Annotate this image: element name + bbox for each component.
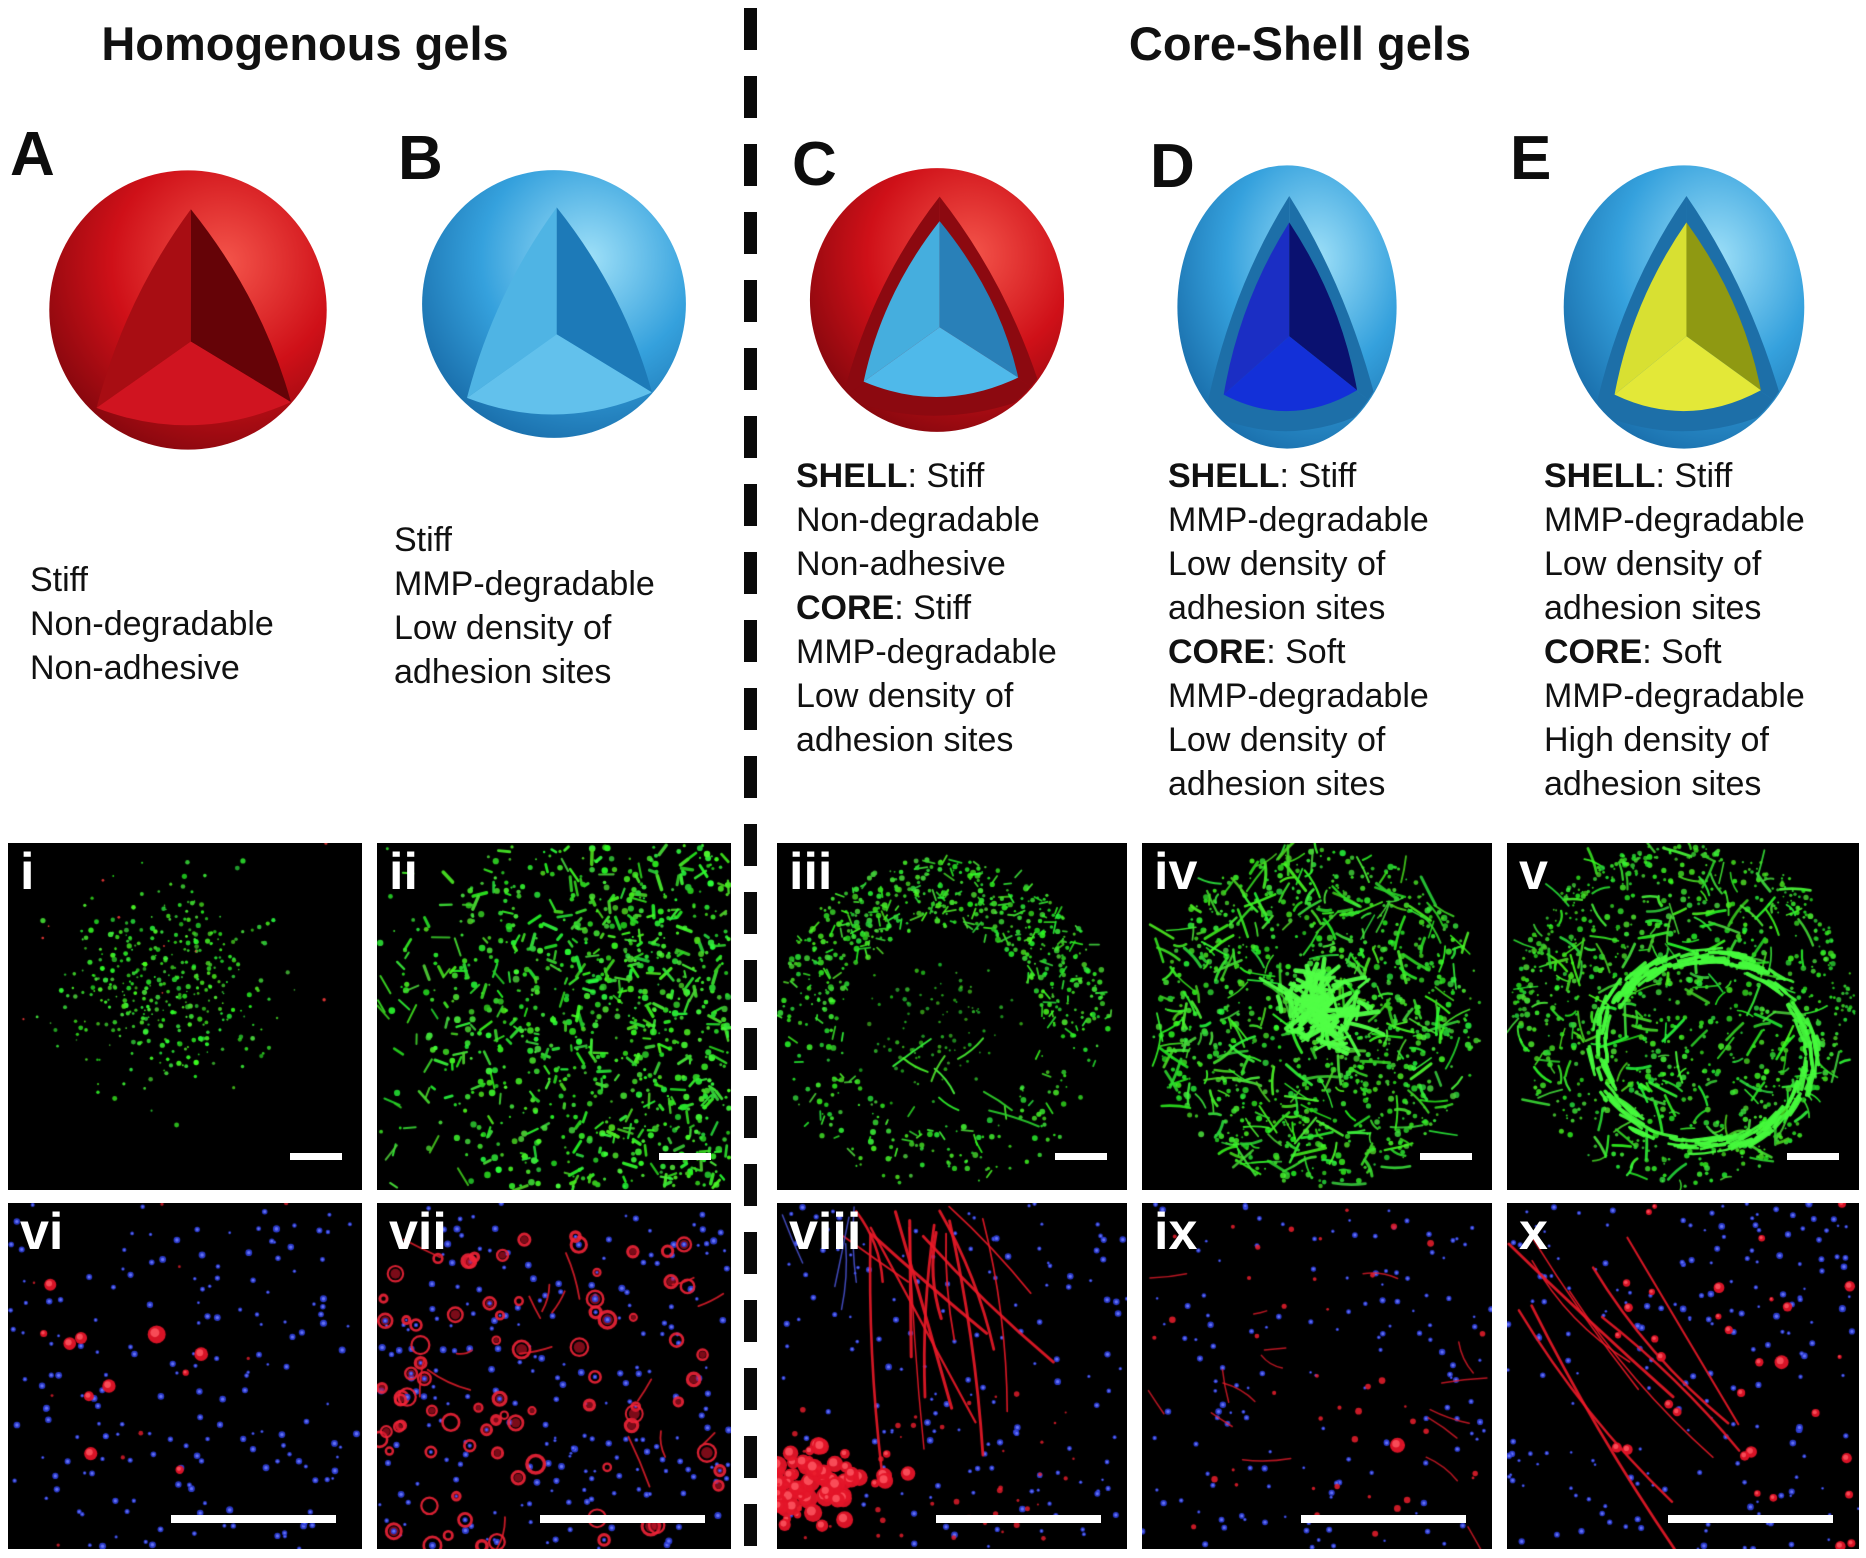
gel-D-label: D	[1150, 132, 1195, 201]
panel-vii-micrograph: vii	[377, 1203, 731, 1549]
gel-C-description: SHELL: Stiff Non-degradable Non-adhesive CO…	[796, 454, 1057, 762]
description-line: MMP-degradable	[1544, 677, 1805, 715]
description-line: adhesion sites	[796, 721, 1014, 759]
gel-E-description: SHELL: Stiff MMP-degradable Low density of…	[1544, 454, 1805, 806]
gel-E-label: E	[1510, 124, 1552, 193]
panel-ii-micrograph: ii	[377, 843, 731, 1190]
vi-fluorescence-image	[8, 1203, 362, 1549]
panel-vii-label: vii	[389, 1203, 447, 1261]
gel-D-description: SHELL: Stiff MMP-degradable Low density of…	[1168, 454, 1429, 806]
gel-B-sphere-cutaway	[418, 166, 690, 442]
panel-ix-micrograph: ix	[1142, 1203, 1492, 1549]
viii-fluorescence-image	[777, 1203, 1127, 1549]
description-line: CORE: Soft	[1168, 633, 1346, 671]
panel-viii-label: viii	[789, 1203, 862, 1261]
description-line: adhesion sites	[1544, 765, 1762, 803]
iv-fluorescence-image	[1142, 843, 1492, 1190]
scale-bar	[1668, 1515, 1833, 1523]
gel-C-sphere-cutaway	[806, 164, 1068, 436]
i-fluorescence-image	[8, 843, 362, 1190]
panel-iii-label: iii	[789, 843, 833, 901]
description-line: High density of	[1544, 721, 1769, 759]
scale-bar	[1301, 1515, 1466, 1523]
panel-i-label: i	[20, 843, 35, 901]
description-line: Low density of	[1168, 545, 1386, 583]
gel-E-sphere-cutaway	[1560, 161, 1808, 453]
description-line: adhesion sites	[394, 653, 612, 691]
panel-x-label: x	[1519, 1203, 1548, 1261]
scale-bar	[659, 1153, 711, 1160]
gel-A-description: Stiff Non-degradable Non-adhesive	[30, 558, 274, 690]
description-line: adhesion sites	[1168, 589, 1386, 627]
panel-ii-label: ii	[389, 843, 418, 901]
panel-iv-micrograph: iv	[1142, 843, 1492, 1190]
description-line: CORE: Soft	[1544, 633, 1722, 671]
description-line: adhesion sites	[1544, 589, 1762, 627]
ii-fluorescence-image	[377, 843, 731, 1190]
description-line: MMP-degradable	[1168, 501, 1429, 539]
panel-vi-micrograph: vi	[8, 1203, 362, 1549]
panel-viii-micrograph: viii	[777, 1203, 1127, 1549]
gel-C-label: C	[792, 130, 837, 199]
vii-fluorescence-image	[377, 1203, 731, 1549]
panel-x-micrograph: x	[1507, 1203, 1859, 1549]
description-line: Low density of	[796, 677, 1014, 715]
scale-bar	[1055, 1153, 1107, 1160]
v-fluorescence-image	[1507, 843, 1859, 1190]
panel-iv-label: iv	[1154, 843, 1198, 901]
panel-vi-label: vi	[20, 1203, 64, 1261]
description-line: Low density of	[394, 609, 612, 647]
gel-A-sphere-cutaway	[45, 166, 331, 454]
description-line: Non-degradable	[796, 501, 1040, 539]
left-section-title: Homogenous gels	[101, 17, 509, 70]
ix-fluorescence-image	[1142, 1203, 1492, 1549]
panel-v-label: v	[1519, 843, 1548, 901]
gel-D-sphere-cutaway	[1174, 161, 1400, 453]
gel-B-label: B	[398, 124, 443, 193]
iii-fluorescence-image	[777, 843, 1127, 1190]
scale-bar	[290, 1153, 342, 1160]
description-line: MMP-degradable	[796, 633, 1057, 671]
description-line: SHELL: Stiff	[1168, 457, 1357, 495]
description-line: MMP-degradable	[1168, 677, 1429, 715]
gel-A-label: A	[10, 120, 55, 189]
description-line: Non-adhesive	[796, 545, 1006, 583]
description-line: Stiff	[394, 521, 452, 559]
description-line: Non-adhesive	[30, 649, 240, 687]
right-section-title: Core-Shell gels	[1128, 17, 1472, 70]
scale-bar	[1787, 1153, 1839, 1160]
scale-bar	[936, 1515, 1101, 1523]
description-line: CORE: Stiff	[796, 589, 972, 627]
panel-iii-micrograph: iii	[777, 843, 1127, 1190]
section-divider-dashed-line	[744, 8, 757, 1553]
panel-v-micrograph: v	[1507, 843, 1859, 1190]
description-line: Low density of	[1168, 721, 1386, 759]
description-line: MMP-degradable	[394, 565, 655, 603]
panel-ix-label: ix	[1154, 1203, 1198, 1261]
description-line: Stiff	[30, 561, 88, 599]
description-line: Low density of	[1544, 545, 1762, 583]
x-fluorescence-image	[1507, 1203, 1859, 1549]
description-line: adhesion sites	[1168, 765, 1386, 803]
description-line: Non-degradable	[30, 605, 274, 643]
description-line: MMP-degradable	[1544, 501, 1805, 539]
scale-bar	[1420, 1153, 1472, 1160]
gel-B-description: Stiff MMP-degradable Low density of adhesio…	[394, 518, 655, 694]
panel-i-micrograph: i	[8, 843, 362, 1190]
description-line: SHELL: Stiff	[1544, 457, 1733, 495]
scale-bar	[540, 1515, 705, 1523]
scale-bar	[171, 1515, 336, 1523]
description-line: SHELL: Stiff	[796, 457, 985, 495]
